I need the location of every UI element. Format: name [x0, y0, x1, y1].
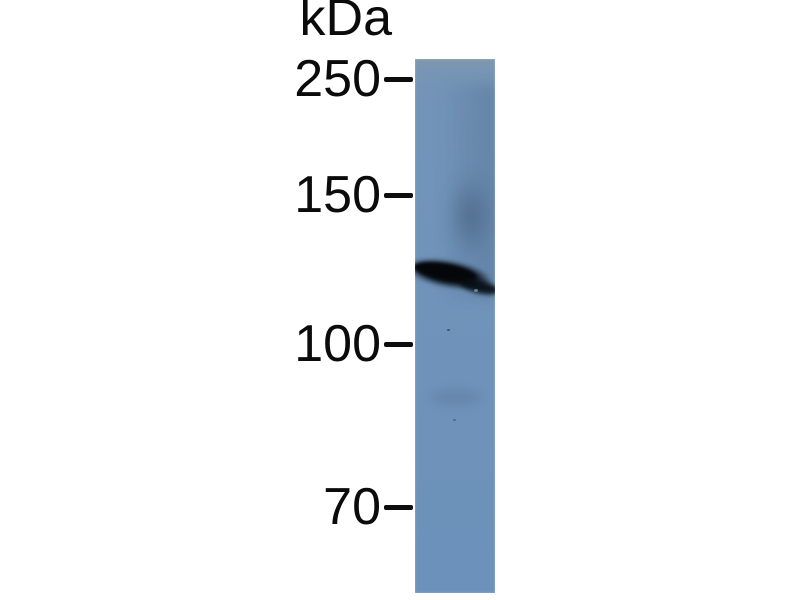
marker-label-250: 250	[294, 50, 381, 108]
band-highlight-spot	[474, 289, 478, 292]
lane-speck	[447, 329, 450, 331]
marker-tick-150	[384, 192, 413, 198]
lane-speck	[453, 419, 456, 421]
faint-smudge	[431, 389, 481, 406]
marker-tick-250	[384, 76, 413, 82]
marker-label-100: 100	[294, 315, 381, 373]
marker-row-70: 70	[281, 481, 413, 533]
marker-row-150: 150	[281, 169, 413, 221]
marker-tick-100	[384, 341, 413, 347]
marker-label-150: 150	[294, 166, 381, 224]
marker-tick-70	[384, 504, 413, 510]
marker-row-250: 250	[281, 53, 413, 105]
blot-lane	[415, 59, 495, 593]
diffuse-shadow	[437, 157, 495, 275]
unit-label-kda: kDa	[299, 0, 392, 47]
marker-label-70: 70	[323, 478, 381, 536]
marker-row-100: 100	[281, 318, 413, 370]
